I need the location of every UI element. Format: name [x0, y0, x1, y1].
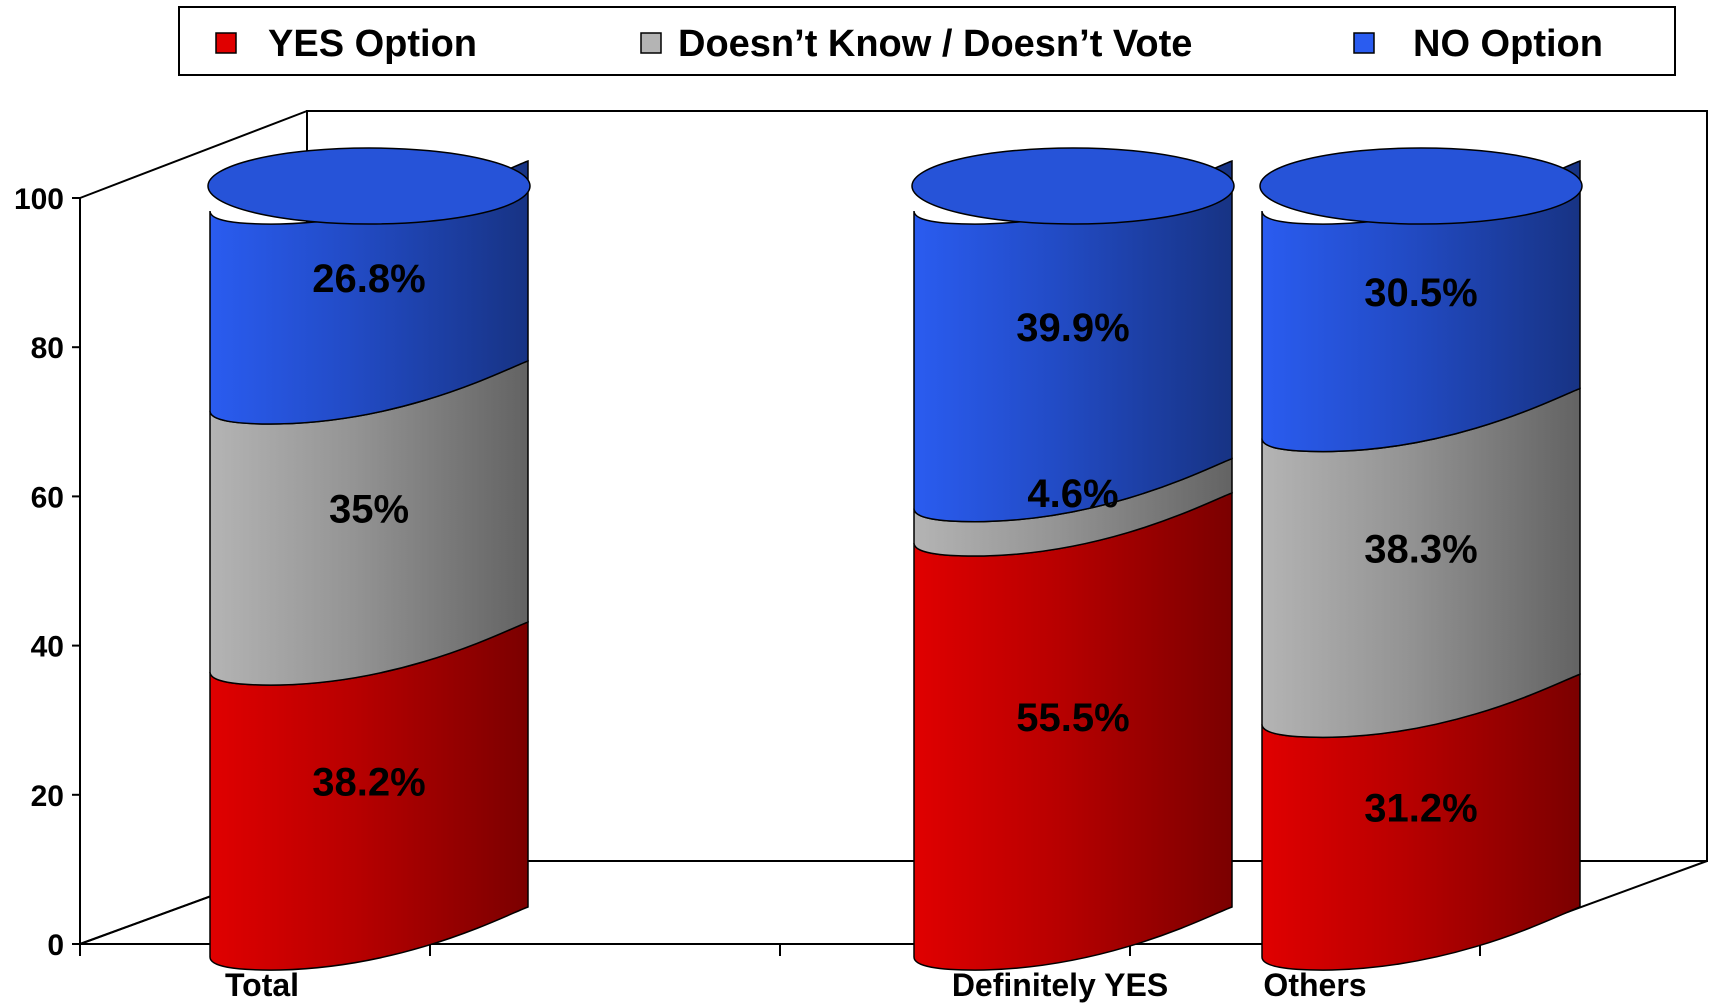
legend-label-no: NO Option — [1413, 23, 1603, 65]
data-label: 35% — [329, 487, 409, 531]
legend-item-dont-know: Doesn’t Know / Doesn’t Vote — [640, 23, 1192, 65]
legend-swatch-no — [1353, 32, 1375, 54]
left-wall-top-edge — [79, 110, 308, 199]
legend-swatch-dont-know — [640, 32, 662, 54]
cylinder-top-cap — [207, 147, 531, 225]
data-label: 30.5% — [1364, 271, 1477, 315]
y-tick-label: 60 — [31, 481, 64, 514]
bars — [207, 147, 1583, 971]
value-labels: 38.2% 35% 26.8% 55.5% 4.6% 39.9% 31.2% 38.3% 30.… — [312, 257, 1477, 831]
data-label: 26.8% — [312, 257, 425, 301]
legend: YES Option Doesn’t Know / Doesn’t Vote N… — [178, 6, 1676, 76]
y-tick-label: 20 — [31, 780, 64, 813]
legend-swatch-yes — [215, 32, 237, 54]
x-axis: Total Definitely YES Others — [79, 944, 1481, 1003]
data-label: 31.2% — [1364, 787, 1477, 831]
data-label: 39.9% — [1016, 306, 1129, 350]
legend-label-dont-know: Doesn’t Know / Doesn’t Vote — [678, 23, 1192, 65]
bar-segment — [913, 159, 1233, 523]
legend-item-yes: YES Option — [215, 23, 477, 65]
y-tick-label: 100 — [14, 183, 64, 216]
legend-box — [178, 6, 1676, 76]
data-label: 55.5% — [1016, 696, 1129, 740]
data-label: 38.3% — [1364, 527, 1477, 571]
y-tick-label: 0 — [47, 929, 64, 962]
y-tick-label: 40 — [31, 631, 64, 664]
y-tick-label: 80 — [31, 332, 64, 365]
x-category-label: Total — [225, 967, 299, 1003]
bar-segment — [1261, 159, 1581, 453]
data-label: 38.2% — [312, 761, 425, 805]
cylinder-top-cap — [911, 147, 1235, 225]
legend-label-yes: YES Option — [268, 23, 477, 65]
x-category-label: Definitely YES — [952, 967, 1168, 1003]
cylinder-top-cap — [1259, 147, 1583, 225]
legend-item-no: NO Option — [1353, 23, 1603, 65]
y-axis: 0 20 40 60 80 100 — [14, 183, 80, 962]
bar-segment — [209, 159, 529, 425]
x-category-label: Others — [1263, 967, 1366, 1003]
data-label: 4.6% — [1027, 472, 1118, 516]
